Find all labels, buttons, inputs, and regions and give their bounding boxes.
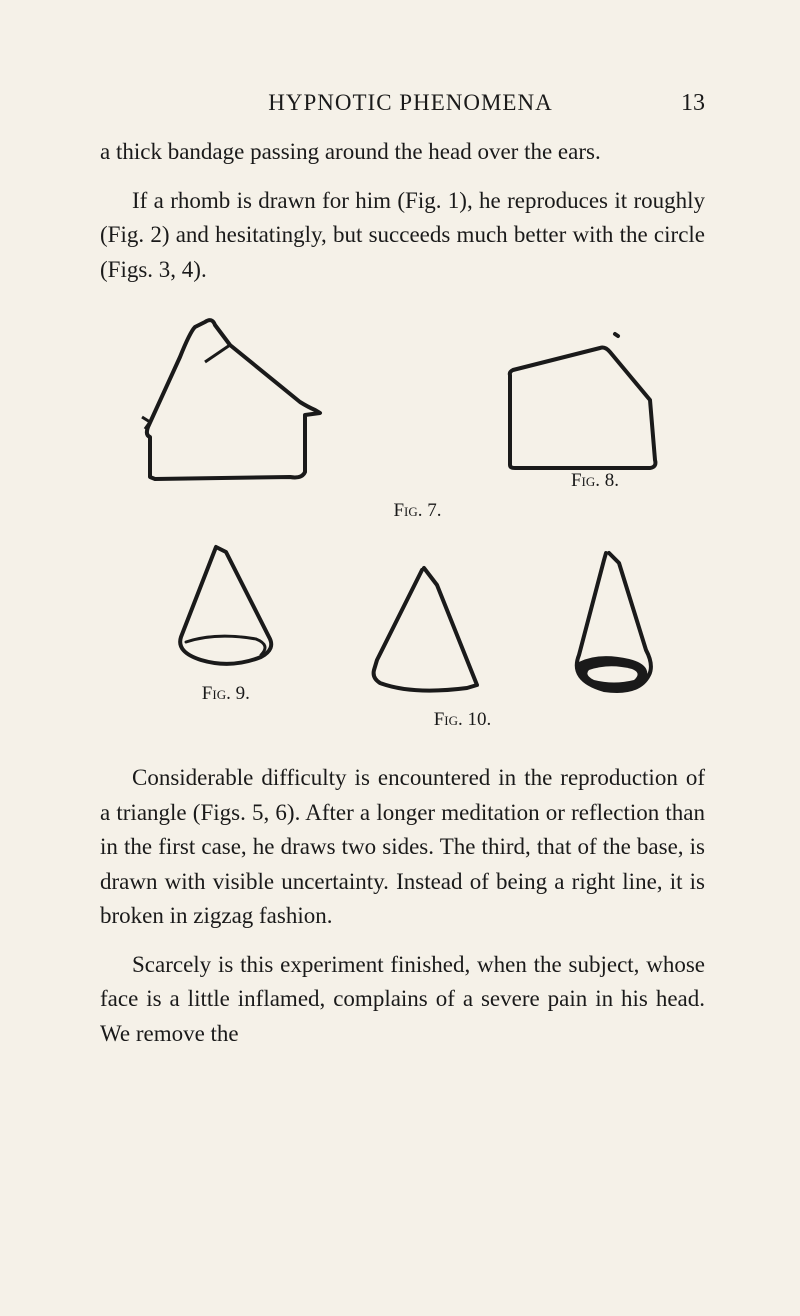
chapter-title: HYPNOTIC PHENOMENA xyxy=(140,90,681,116)
figure-10-left xyxy=(352,560,492,705)
paragraph-1: a thick bandage passing around the head … xyxy=(100,135,705,170)
fig9-sketch xyxy=(161,537,291,672)
fig7-sketch xyxy=(120,307,350,487)
page-header: HYPNOTIC PHENOMENA 13 xyxy=(100,90,705,117)
paragraph-3: Considerable difficulty is encountered i… xyxy=(100,761,705,934)
fig8-sketch xyxy=(485,330,675,475)
figure-9: Fig. 9. xyxy=(161,537,291,705)
fig9-caption: Fig. 9. xyxy=(161,683,291,705)
figures-block: Fig. 8. Fig. 7. Fig. 9. Fig. 10. xyxy=(100,307,705,731)
figure-row-top: Fig. 8. xyxy=(100,307,705,492)
paragraph-4: Scarcely is this experiment finished, wh… xyxy=(100,948,705,1052)
fig10-right-sketch xyxy=(554,545,664,700)
figure-8: Fig. 8. xyxy=(485,330,675,492)
paragraph-2: If a rhomb is drawn for him (Fig. 1), he… xyxy=(100,184,705,288)
figure-10-right xyxy=(554,545,664,705)
page-number: 13 xyxy=(681,90,705,117)
figure-row-bottom: Fig. 9. xyxy=(100,522,705,705)
fig10-left-sketch xyxy=(352,560,492,700)
figure-7 xyxy=(120,307,350,492)
fig7-caption: Fig. 7. xyxy=(130,500,705,522)
fig10-caption: Fig. 10. xyxy=(220,709,705,731)
